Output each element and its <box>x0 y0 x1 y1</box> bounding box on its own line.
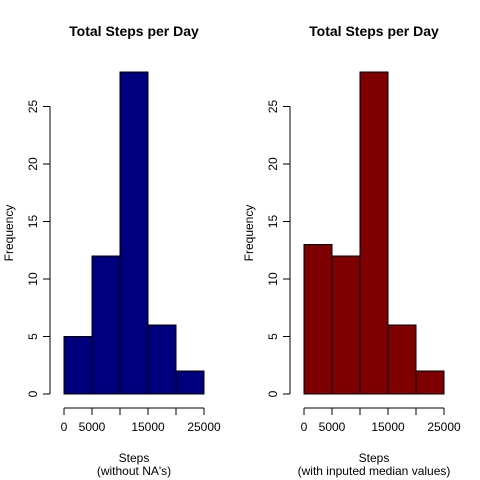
bar <box>359 71 389 395</box>
y-axis: 0 5 10 15 20 25 <box>26 100 51 397</box>
chart-title: Total Steps per Day <box>69 23 199 39</box>
bar <box>387 324 417 395</box>
x-tick-label: 15000 <box>371 420 405 434</box>
y-tick-label: 0 <box>266 390 280 397</box>
bar <box>175 370 205 395</box>
x-tick-label: 5000 <box>319 420 346 434</box>
y-axis-label: Frequency <box>242 205 256 262</box>
y-tick-label: 25 <box>26 100 40 114</box>
y-tick-label: 5 <box>266 333 280 340</box>
x-axis: 0 5000 15000 25000 <box>61 407 221 434</box>
x-tick-label: 25000 <box>187 420 221 434</box>
y-tick-label: 5 <box>26 333 40 340</box>
y-tick-label: 15 <box>26 215 40 229</box>
x-axis-label: Steps <box>359 451 390 465</box>
histogram-with-median: Total Steps per Day 0 5000 15000 25000 0 5 10… <box>242 23 461 478</box>
x-axis-sublabel: (without NA's) <box>97 464 171 478</box>
chart-title: Total Steps per Day <box>309 23 439 39</box>
x-tick-label: 0 <box>61 420 68 434</box>
bar <box>63 336 93 395</box>
y-tick-label: 20 <box>266 157 280 171</box>
y-tick-label: 15 <box>266 215 280 229</box>
x-axis-sublabel: (with inputed median values) <box>298 464 451 478</box>
x-tick-label: 0 <box>301 420 308 434</box>
y-tick-label: 10 <box>26 272 40 286</box>
y-axis-label: Frequency <box>2 205 16 262</box>
x-tick-label: 25000 <box>427 420 461 434</box>
bar <box>331 255 361 395</box>
bars <box>63 71 205 395</box>
x-tick-label: 15000 <box>131 420 165 434</box>
y-tick-label: 25 <box>266 100 280 114</box>
bar <box>119 71 149 395</box>
y-tick-label: 20 <box>26 157 40 171</box>
histogram-without-na: Total Steps per Day 0 5000 15000 25000 0 5 10… <box>2 23 221 478</box>
bar <box>415 370 445 395</box>
bar <box>147 324 177 395</box>
y-tick-label: 10 <box>266 272 280 286</box>
bars <box>303 71 445 395</box>
x-axis: 0 5000 15000 25000 <box>301 407 461 434</box>
bar <box>303 244 333 395</box>
y-axis: 0 5 10 15 20 25 <box>266 100 291 397</box>
y-tick-label: 0 <box>26 390 40 397</box>
x-axis-label: Steps <box>119 451 150 465</box>
x-tick-label: 5000 <box>79 420 106 434</box>
bar <box>91 255 121 395</box>
